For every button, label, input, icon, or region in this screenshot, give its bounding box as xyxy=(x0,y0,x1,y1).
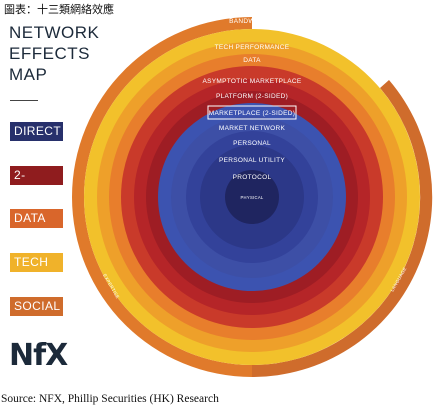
marketplace-highlight-box xyxy=(207,105,297,120)
ring-label-physical: PHYSICAL xyxy=(240,195,263,200)
title-divider xyxy=(10,100,38,101)
legend-2-sided: 2-SIDED xyxy=(10,166,63,201)
legend-social: SOCIAL xyxy=(10,297,63,316)
legend-data: DATA xyxy=(10,209,63,228)
ring-label-personal-utility: PERSONAL UTILITY xyxy=(219,157,285,164)
ring-label-tech-performance: TECH PERFORMANCE xyxy=(215,44,290,51)
legend-tech: TECH xyxy=(10,253,63,272)
ring-label-protocol: PROTOCOL xyxy=(233,174,272,181)
ring-physical xyxy=(225,170,279,224)
ring-label-marketplace-2-sided: MARKETPLACE (2-SIDED) xyxy=(209,110,295,117)
ring-label-platform-2-sided: PLATFORM (2-SIDED) xyxy=(216,93,288,100)
ring-label-asymptotic-marketplace: ASYMPTOTIC MARKETPLACE xyxy=(203,78,302,85)
source-note: Source: NFX, Phillip Securities (HK) Res… xyxy=(1,393,219,405)
nfx-logo: NfX xyxy=(9,338,68,373)
title-line-1: NETWORK xyxy=(9,23,100,42)
ring-label-data: DATA xyxy=(243,57,261,64)
ring-label-bandwagon: BANDWAGON xyxy=(229,18,275,25)
ring-label-market-network: MARKET NETWORK xyxy=(219,125,286,132)
title-line-2: EFFECTS xyxy=(9,44,90,63)
rings xyxy=(84,29,420,365)
title-line-3: MAP xyxy=(9,65,48,84)
ring-label-personal: PERSONAL xyxy=(233,140,271,147)
network-effects-diagram: BANDWAGON TECH PERFORMANCE DATA ASYMPTOTIC … xyxy=(72,17,433,378)
legend-direct: DIRECT xyxy=(10,122,63,141)
figure-caption: 圖表：十三類網絡效應 xyxy=(4,3,114,16)
ring-labels: BANDWAGON TECH PERFORMANCE DATA ASYMPTOTIC … xyxy=(203,18,302,200)
map-title: NETWORK EFFECTS MAP xyxy=(9,22,99,85)
side-arc-language xyxy=(252,80,433,378)
